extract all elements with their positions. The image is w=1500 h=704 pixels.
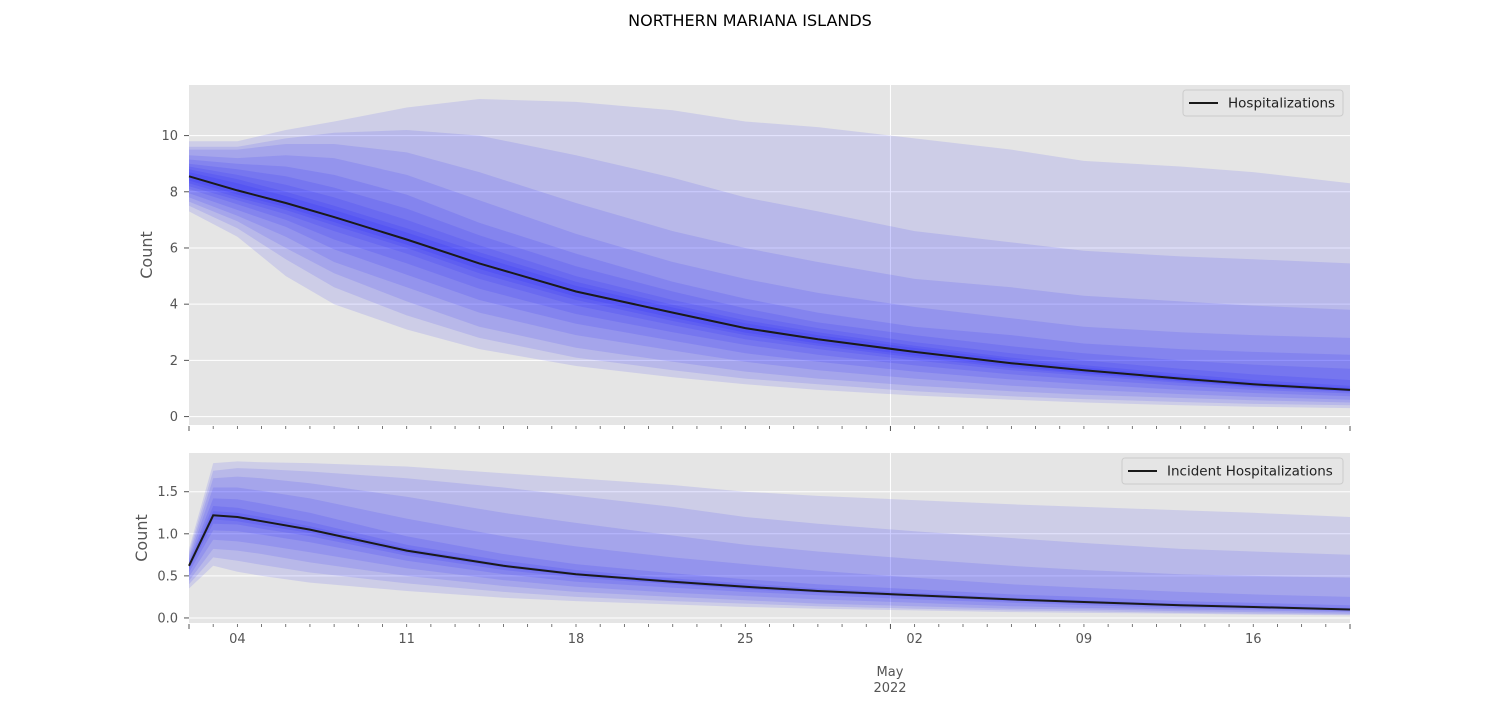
x-tick-label: 16 <box>1245 632 1262 647</box>
y-tick-label: 8 <box>170 185 178 200</box>
x-tick-label: 25 <box>737 632 754 647</box>
uncertainty-band <box>189 506 1350 611</box>
x-tick-label: 02 <box>906 632 923 647</box>
uncertainty-band <box>189 163 1350 394</box>
x-tick-label: 11 <box>398 632 415 647</box>
x-axis-month-label: May <box>877 665 904 680</box>
y-axis-ticks: 0 2 4 6 8 10 <box>161 129 189 425</box>
y-tick-label: 1.0 <box>157 527 178 542</box>
hospitalizations-panel: 0 2 4 6 8 10 Count Hospitalizations <box>137 85 1351 431</box>
plot-area-background <box>189 85 1350 425</box>
uncertainty-band <box>189 155 1350 400</box>
legend: Incident Hospitalizations <box>1121 457 1344 485</box>
median-line <box>188 175 1351 391</box>
y-axis-ticks: 0.0 0.5 1.0 1.5 <box>157 485 189 626</box>
median-line <box>188 514 1351 611</box>
y-axis-label: Count <box>137 231 156 279</box>
x-tick-label: 04 <box>229 632 246 647</box>
y-tick-label: 1.5 <box>157 485 178 500</box>
legend: Hospitalizations <box>1182 89 1344 117</box>
gridlines <box>189 453 1350 623</box>
x-axis-ticks: 04 11 18 25 02 09 16 <box>188 624 1351 647</box>
y-tick-label: 6 <box>170 241 178 256</box>
legend-box <box>1121 457 1344 485</box>
uncertainty-bands <box>189 461 1350 616</box>
uncertainty-band <box>189 461 1350 616</box>
y-tick-label: 2 <box>170 354 178 369</box>
y-tick-label: 10 <box>161 129 178 144</box>
uncertainty-band <box>189 130 1350 406</box>
legend-box <box>1182 89 1344 117</box>
uncertainty-band <box>189 487 1350 613</box>
y-axis-label: Count <box>132 514 151 562</box>
y-tick-label: 0.0 <box>157 611 178 626</box>
legend-label: Incident Hospitalizations <box>1167 464 1333 480</box>
x-tick-label: 09 <box>1076 632 1093 647</box>
chart-title: NORTHERN MARIANA ISLANDS <box>628 11 872 30</box>
x-tick-label: 18 <box>568 632 585 647</box>
uncertainty-band <box>189 159 1350 397</box>
median-line-group <box>188 175 1351 391</box>
uncertainty-band <box>189 468 1350 615</box>
x-axis-ticks <box>188 426 1351 431</box>
median-line-group <box>188 514 1351 611</box>
incident-hospitalizations-panel: 0.0 0.5 1.0 1.5 04 11 18 25 02 09 16 Count Incide… <box>132 453 1351 647</box>
uncertainty-band <box>189 99 1350 409</box>
y-tick-label: 0 <box>170 410 178 425</box>
uncertainty-band <box>189 144 1350 403</box>
uncertainty-band <box>189 476 1350 614</box>
uncertainty-bands <box>189 99 1350 409</box>
y-tick-label: 4 <box>170 298 178 313</box>
x-axis-year-label: 2022 <box>873 681 906 696</box>
legend-label: Hospitalizations <box>1228 96 1335 112</box>
gridlines <box>189 85 1350 425</box>
y-tick-label: 0.5 <box>157 569 178 584</box>
